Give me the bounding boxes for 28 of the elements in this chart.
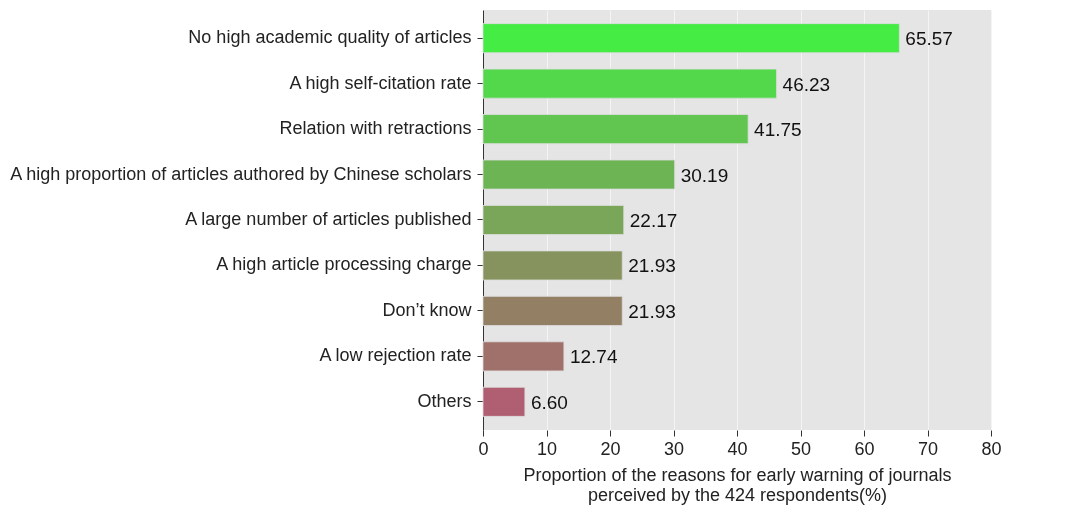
data-label: 41.75 <box>754 119 802 141</box>
y-tick-label: Relation with retractions <box>279 118 472 139</box>
x-tick-label: 60 <box>854 438 875 459</box>
x-tick-label: 40 <box>727 438 748 459</box>
y-tick-label: No high academic quality of articles <box>188 27 472 48</box>
data-label: 30.19 <box>680 164 729 186</box>
x-tick-label: 0 <box>478 438 489 459</box>
x-tick-label: 70 <box>917 438 939 459</box>
data-label: 21.93 <box>628 300 676 322</box>
y-tick-label: Others <box>417 390 472 411</box>
x-tick-label: 80 <box>981 438 1002 459</box>
x-tick-label: 50 <box>790 438 812 459</box>
x-tick-label: 10 <box>536 438 558 459</box>
y-tick-label: A large number of articles published <box>185 209 472 229</box>
data-label: 22.17 <box>629 210 678 231</box>
x-tick-label: 20 <box>600 438 621 459</box>
y-tick-label: A high proportion of articles authored by Chinese scholars <box>10 163 472 184</box>
y-tick-label: A low rejection rate <box>319 345 472 366</box>
x-tick-label: 30 <box>663 438 685 459</box>
data-label: 21.93 <box>628 255 676 277</box>
data-label: 12.74 <box>569 346 618 368</box>
x-axis-title: Proportion of the reasons for early warning of journals perceived by the 424 respondents(%) <box>523 464 952 505</box>
y-tick-label: A high article processing charge <box>216 254 472 275</box>
y-tick-label: Don’t know <box>382 299 473 320</box>
data-label: 65.57 <box>905 28 953 50</box>
data-label: 6.60 <box>530 391 568 413</box>
y-tick-label: A high self-citation rate <box>289 72 472 93</box>
data-label: 46.23 <box>782 73 831 95</box>
